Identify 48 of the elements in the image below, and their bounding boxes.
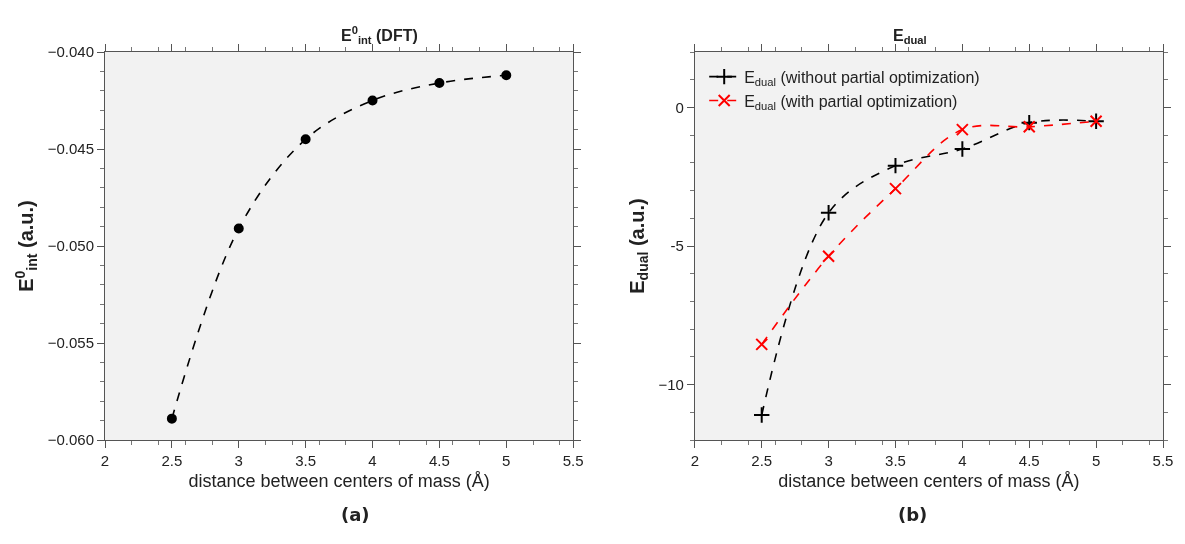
text: (b) <box>898 504 928 525</box>
point <box>367 95 378 106</box>
chart-title: E$^{0}$$_{int}$ (DFT) <box>341 24 418 47</box>
point <box>300 134 311 145</box>
x-tick-label: 5.5 <box>562 452 584 469</box>
point <box>1020 113 1038 132</box>
x-tick-label: 3 <box>234 452 243 469</box>
x-tick-label: 4.5 <box>1018 452 1040 469</box>
x-tick-label: 4 <box>368 452 377 469</box>
y-tick-label: 0 <box>675 98 684 116</box>
point <box>886 156 905 175</box>
y-tick-label: −0.050 <box>47 237 94 255</box>
point <box>888 182 902 196</box>
text: (a) <box>341 504 370 525</box>
point <box>822 249 836 263</box>
y-tick-label: −0.055 <box>47 334 94 352</box>
x-tick-label: 3.5 <box>295 452 317 469</box>
x-axis-title: distance between centers of mass (Å) <box>778 471 1080 492</box>
y-tick-label: −10 <box>658 375 684 393</box>
point <box>233 223 244 234</box>
point <box>819 204 838 222</box>
point <box>953 140 972 158</box>
x-tick-label: 5.5 <box>1152 452 1174 469</box>
point <box>166 413 177 424</box>
x-tick-label: 2.5 <box>751 452 773 469</box>
y-tick-label: -5 <box>670 237 684 255</box>
legend-label: E$_{dual}$ (without partial optimization) <box>744 68 980 89</box>
point <box>434 78 445 89</box>
chart-title: E$_{dual}$ <box>893 27 927 47</box>
y-tick-label: −0.045 <box>47 140 94 158</box>
x-tick-label: 3.5 <box>885 452 906 469</box>
x-tick-label: 3 <box>824 452 833 469</box>
x-tick-label: 2 <box>690 452 700 469</box>
x-tick-label: 2.5 <box>161 452 183 469</box>
legend-label: E$_{dual}$ (with partial optimization) <box>744 92 958 113</box>
x-tick-label: 4 <box>958 452 967 469</box>
point <box>955 123 969 137</box>
point <box>753 406 771 424</box>
x-tick-label: 5 <box>502 452 511 469</box>
point <box>501 70 512 81</box>
x-axis-title: distance between centers of mass (Å) <box>188 471 490 492</box>
point <box>755 337 769 351</box>
y-tick-label: −0.060 <box>47 431 94 449</box>
point <box>1022 120 1036 134</box>
x-tick-label: 4.5 <box>428 452 450 469</box>
y-tick-label: −0.040 <box>47 43 94 61</box>
x-tick-label: 5 <box>1091 452 1101 469</box>
x-tick-label: 2 <box>100 452 110 469</box>
